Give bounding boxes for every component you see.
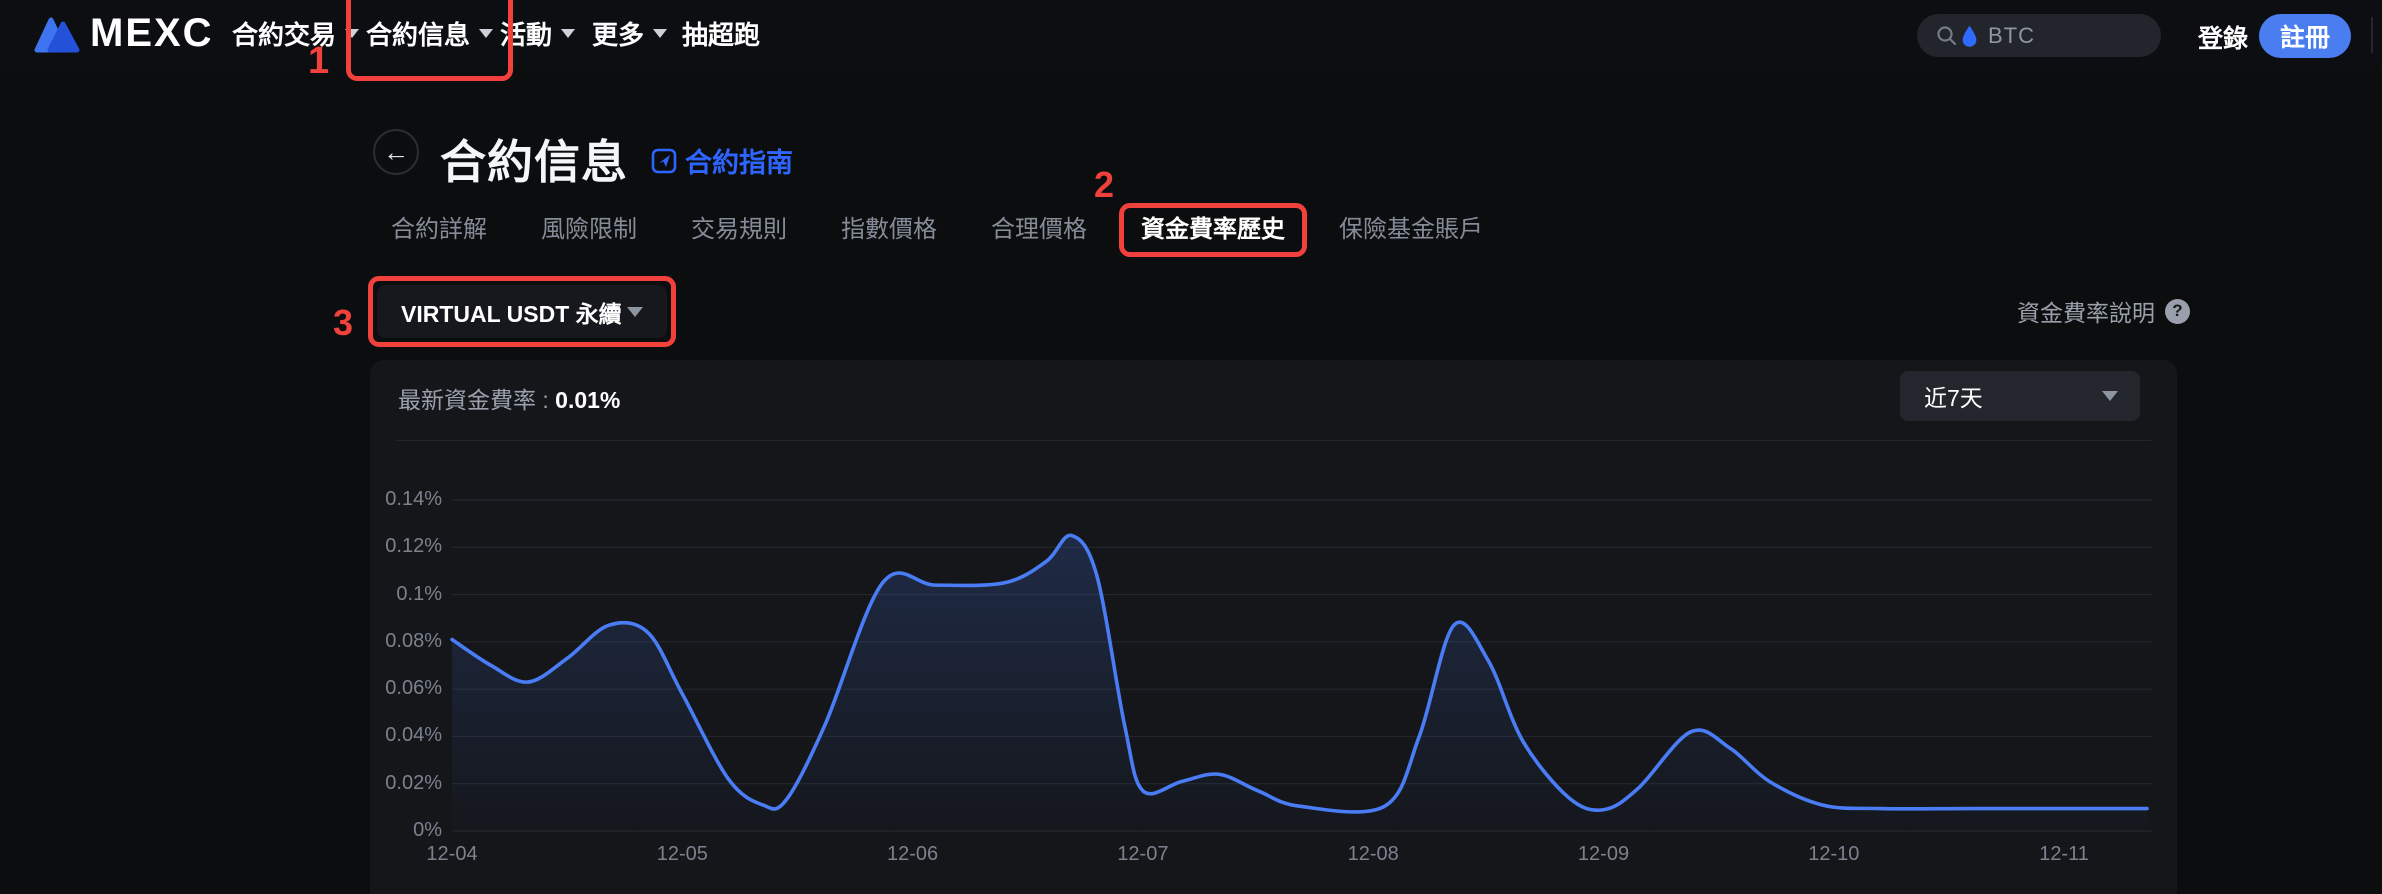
nav-item-label: 合約交易 [232, 19, 337, 50]
nav-item-activity[interactable]: 活動 [500, 0, 576, 66]
funding-rate-help: 資金費率說明 ? [2017, 294, 2190, 328]
card-divider [396, 440, 2151, 441]
funding-rate-help-label: 資金費率說明 [2017, 300, 2155, 326]
chevron-down-icon [345, 28, 360, 38]
info-tabs: 合約詳解 風險限制 交易規則 指數價格 合理價格 資金費率歷史 保險基金賬戶 [391, 214, 1483, 246]
x-axis-tick: 12-06 [887, 843, 939, 865]
back-button[interactable]: ← [373, 129, 419, 175]
nav-item-label: 抽超跑 [682, 19, 761, 50]
nav-item-lucky-draw[interactable]: 抽超跑 [682, 0, 760, 66]
time-range-select[interactable]: 近7天 [1900, 371, 2140, 421]
chevron-down-icon [627, 306, 643, 317]
login-button[interactable]: 登錄 [2198, 25, 2249, 53]
x-axis-tick: 12-04 [426, 843, 478, 865]
funding-rate-card: 最新資金費率 : 0.01% 近7天 [370, 360, 2177, 894]
annotation-number-3: 3 [333, 302, 354, 343]
y-axis-tick: 0.14% [385, 488, 442, 510]
mexc-logo-icon [34, 17, 80, 52]
search-input[interactable]: BTC [1917, 14, 2161, 57]
header-divider [2371, 17, 2373, 53]
annotation-number-1: 1 [308, 40, 330, 82]
nav-item-contract-info[interactable]: 合約信息 [366, 0, 494, 66]
nav-item-label: 活動 [500, 19, 553, 50]
y-axis-tick: 0.02% [385, 771, 442, 794]
page-title: 合約信息 [440, 136, 628, 188]
chart-area-fill [452, 535, 2148, 831]
help-icon[interactable]: ? [2165, 298, 2190, 324]
nav-item-more[interactable]: 更多 [592, 0, 668, 66]
annotation-number-2: 2 [1094, 164, 1115, 205]
search-icon [1937, 25, 1957, 45]
guide-book-icon [651, 148, 677, 173]
register-button[interactable]: 註冊 [2259, 14, 2351, 58]
x-axis-tick: 12-09 [1577, 843, 1630, 865]
top-nav-bar: MEXC 合約交易 合約信息 活動 更多 抽超跑 BTC 登錄 註冊 [0, 0, 2382, 66]
chart-line [450, 533, 2149, 814]
x-axis-tick: 12-07 [1117, 843, 1169, 865]
tab-fair-price[interactable]: 合理價格 [991, 216, 1087, 243]
x-axis-tick: 12-08 [1347, 843, 1399, 865]
chevron-down-icon [653, 28, 668, 38]
y-axis-tick: 0.08% [385, 629, 442, 652]
tab-contract-details[interactable]: 合約詳解 [391, 216, 487, 243]
latest-funding-rate-value: 0.01% [555, 387, 621, 413]
tab-funding-rate-history[interactable]: 資金費率歷史 [1141, 216, 1285, 243]
y-axis-tick: 0.04% [385, 724, 442, 747]
tab-insurance-fund[interactable]: 保險基金賬戶 [1339, 216, 1483, 243]
funding-rate-chart[interactable] [370, 360, 2177, 894]
tab-trading-rules[interactable]: 交易規則 [691, 216, 787, 243]
x-axis-tick: 12-10 [1808, 843, 1860, 865]
latest-funding-rate-label: 最新資金費率 : [398, 387, 556, 413]
y-axis-tick: 0.1% [396, 582, 442, 605]
contract-pair-select[interactable]: VIRTUAL USDT 永續 [377, 285, 667, 338]
contract-guide-link[interactable]: 合約指南 [650, 141, 793, 180]
mexc-logo[interactable]: MEXC [34, 11, 214, 56]
latest-funding-rate: 最新資金費率 : 0.01% [398, 384, 620, 416]
chevron-down-icon [479, 28, 494, 38]
tab-risk-limit[interactable]: 風險限制 [541, 216, 637, 243]
contract-pair-value: VIRTUAL USDT 永續 [401, 300, 622, 327]
nav-item-label: 合約信息 [366, 19, 471, 50]
nav-item-label: 更多 [592, 19, 645, 50]
nav-item-contract-trading[interactable]: 合約交易 [232, 0, 360, 66]
x-axis-tick: 12-11 [2039, 843, 2089, 865]
back-arrow-icon: ← [383, 136, 409, 167]
contract-guide-label: 合約指南 [685, 148, 793, 178]
chevron-down-icon [2102, 391, 2118, 401]
y-axis-tick: 0% [413, 819, 442, 841]
chevron-down-icon [561, 28, 576, 38]
mexc-logo-text: MEXC [90, 11, 214, 55]
search-placeholder-coin: BTC [1988, 22, 2035, 48]
time-range-value: 近7天 [1924, 385, 1983, 411]
tab-index-price[interactable]: 指數價格 [841, 216, 937, 243]
y-axis-tick: 0.06% [385, 677, 442, 700]
y-axis-tick: 0.12% [385, 535, 442, 558]
x-axis-tick: 12-05 [656, 843, 708, 865]
coin-droplet-icon [1962, 25, 1977, 47]
